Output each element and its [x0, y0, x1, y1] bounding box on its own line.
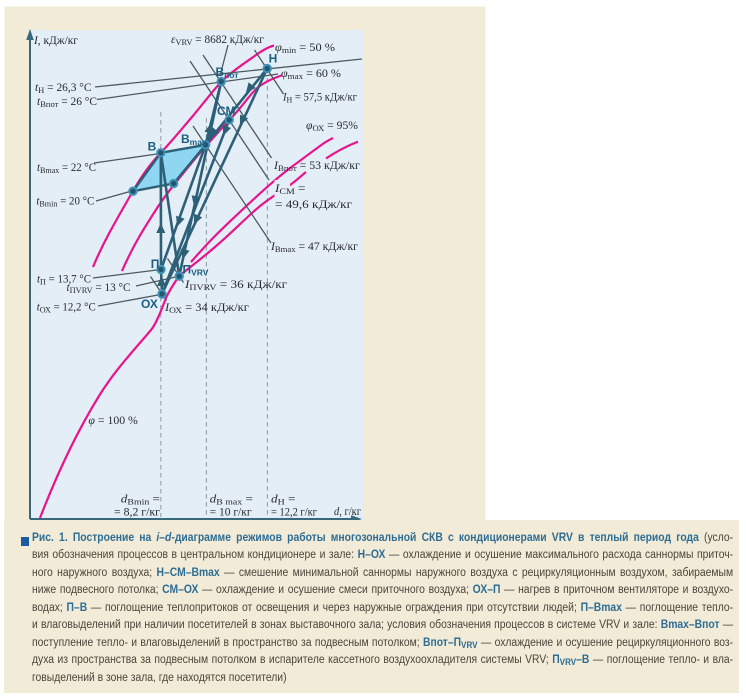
svg-text:tВmax = 22 °С: tВmax = 22 °С [37, 162, 96, 175]
svg-text:IСМ =: IСМ = [274, 182, 306, 197]
svg-text:ОХ: ОХ [141, 297, 158, 311]
svg-text:IПVRV = 36 кДж/кг: IПVRV = 36 кДж/кг [184, 278, 287, 293]
svg-text:В: В [148, 140, 157, 154]
svg-text:εVRV = 8682 кДж/кг: εVRV = 8682 кДж/кг [171, 34, 264, 47]
svg-text:СМ: СМ [217, 104, 236, 118]
svg-text:П: П [151, 257, 160, 271]
svg-text:IВmax = 47 кДж/кг: IВmax = 47 кДж/кг [270, 240, 358, 254]
svg-text:IВпот = 53 кДж/кг: IВпот = 53 кДж/кг [273, 158, 360, 173]
svg-text:I, кДж/кг: I, кДж/кг [33, 34, 78, 47]
svg-text:d, г/кг: d, г/кг [334, 505, 361, 518]
svg-text:dВ max =: dВ max = [210, 492, 253, 507]
svg-text:tВпот = 26 °С: tВпот = 26 °С [37, 95, 97, 109]
svg-text:IН = 57,5 кДж/кг: IН = 57,5 кДж/кг [282, 91, 357, 105]
svg-text:φОХ = 95%: φОХ = 95% [306, 119, 358, 133]
svg-text:Н: Н [269, 52, 278, 66]
svg-text:tП = 13,7 °С: tП = 13,7 °С [37, 273, 91, 286]
svg-text:= 8,2 г/кг: = 8,2 г/кг [114, 505, 160, 519]
svg-text:IОХ = 34 кДж/кг: IОХ = 34 кДж/кг [164, 300, 249, 315]
svg-text:= 49,6 кДж/кг: = 49,6 кДж/кг [275, 198, 352, 211]
svg-text:φmax = 60 %: φmax = 60 % [281, 66, 341, 81]
svg-text:tПVRV = 13 °С: tПVRV = 13 °С [67, 282, 131, 295]
svg-text:φmin = 50 %: φmin = 50 % [275, 40, 335, 55]
svg-text:tОХ = 12,2 °С: tОХ = 12,2 °С [37, 301, 96, 314]
svg-text:φ = 100 %: φ = 100 % [88, 413, 138, 427]
svg-text:= 12,2 г/кг: = 12,2 г/кг [271, 506, 317, 519]
svg-text:dВmin =: dВmin = [121, 492, 160, 507]
svg-text:tН = 26,3 °С: tН = 26,3 °С [35, 81, 92, 95]
svg-text:tВmin = 20 °С: tВmin = 20 °С [36, 195, 94, 208]
svg-text:= 10 г/кг: = 10 г/кг [210, 505, 252, 518]
svg-text:dН =: dН = [271, 492, 295, 507]
